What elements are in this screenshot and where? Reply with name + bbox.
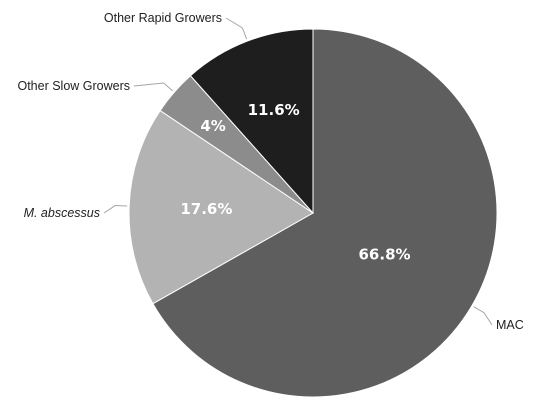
pie-slice-m-abscessus: [128, 109, 314, 305]
pie-slices: [128, 28, 498, 398]
category-label-other-rapid-growers: Other Rapid Growers: [104, 11, 222, 25]
leader-line-m-abscessus: [103, 205, 128, 214]
pie-slice-other-rapid-growers: [189, 28, 314, 215]
pie-slice-mac: [152, 28, 498, 398]
category-label-mac: MAC: [496, 318, 524, 332]
slice-value-label-other-rapid-growers: 11.6%: [248, 101, 300, 119]
leader-lines: [103, 17, 493, 326]
slice-value-label-m-abscessus: 17.6%: [180, 200, 232, 218]
leader-line-other-rapid-growers: [225, 17, 248, 40]
leader-line-other-slow-growers: [133, 82, 174, 92]
category-label-other-slow-growers: Other Slow Growers: [17, 79, 130, 93]
slice-value-label-other-slow-growers: 4%: [200, 117, 225, 135]
pie-labels: 66.8% MAC 17.6% M. abscessus 4% Other Slow Gr…: [17, 11, 523, 332]
category-label-m-abscessus: M. abscessus: [24, 206, 100, 220]
slice-value-label-mac: 66.8%: [359, 246, 411, 264]
leader-line-mac: [473, 306, 493, 326]
